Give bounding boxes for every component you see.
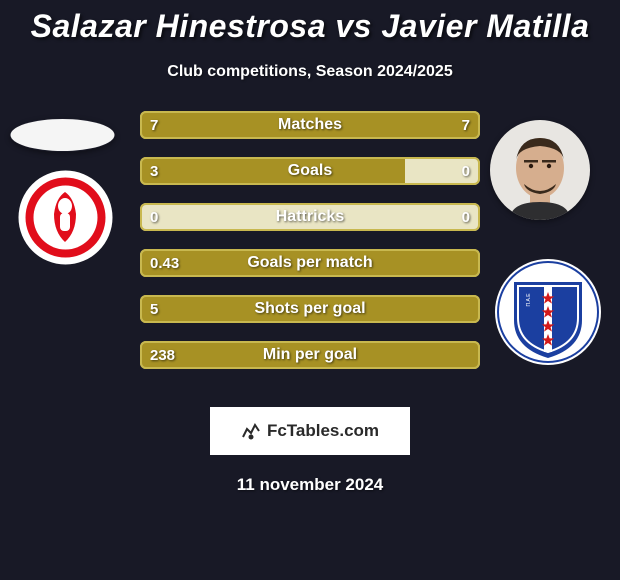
stat-row-matches: 7 Matches 7 <box>140 111 480 139</box>
stat-row-min-per-goal: 238 Min per goal <box>140 341 480 369</box>
stats-area: 7 Matches 7 3 Goals 0 0 Hattricks 0 0.43… <box>0 111 620 391</box>
main-title: Salazar Hinestrosa vs Javier Matilla <box>0 0 620 45</box>
subtitle: Club competitions, Season 2024/2025 <box>0 63 620 81</box>
stat-label: Goals <box>140 162 480 180</box>
stat-row-hattricks: 0 Hattricks 0 <box>140 203 480 231</box>
comparison-infographic: Salazar Hinestrosa vs Javier Matilla Clu… <box>0 0 620 580</box>
stat-label: Goals per match <box>140 254 480 272</box>
stat-val-right: 0 <box>462 163 470 180</box>
stat-row-goals-per-match: 0.43 Goals per match <box>140 249 480 277</box>
stat-label: Min per goal <box>140 346 480 364</box>
branding-badge: FcTables.com <box>210 407 410 455</box>
stat-row-goals: 3 Goals 0 <box>140 157 480 185</box>
fctables-logo-icon <box>241 421 261 441</box>
stat-val-right: 7 <box>462 117 470 134</box>
branding-text: FcTables.com <box>267 421 379 441</box>
stat-row-shots-per-goal: 5 Shots per goal <box>140 295 480 323</box>
stat-label: Matches <box>140 116 480 134</box>
date-line: 11 november 2024 <box>0 475 620 495</box>
stat-val-right: 0 <box>462 209 470 226</box>
stat-label: Hattricks <box>140 208 480 226</box>
stat-label: Shots per goal <box>140 300 480 318</box>
